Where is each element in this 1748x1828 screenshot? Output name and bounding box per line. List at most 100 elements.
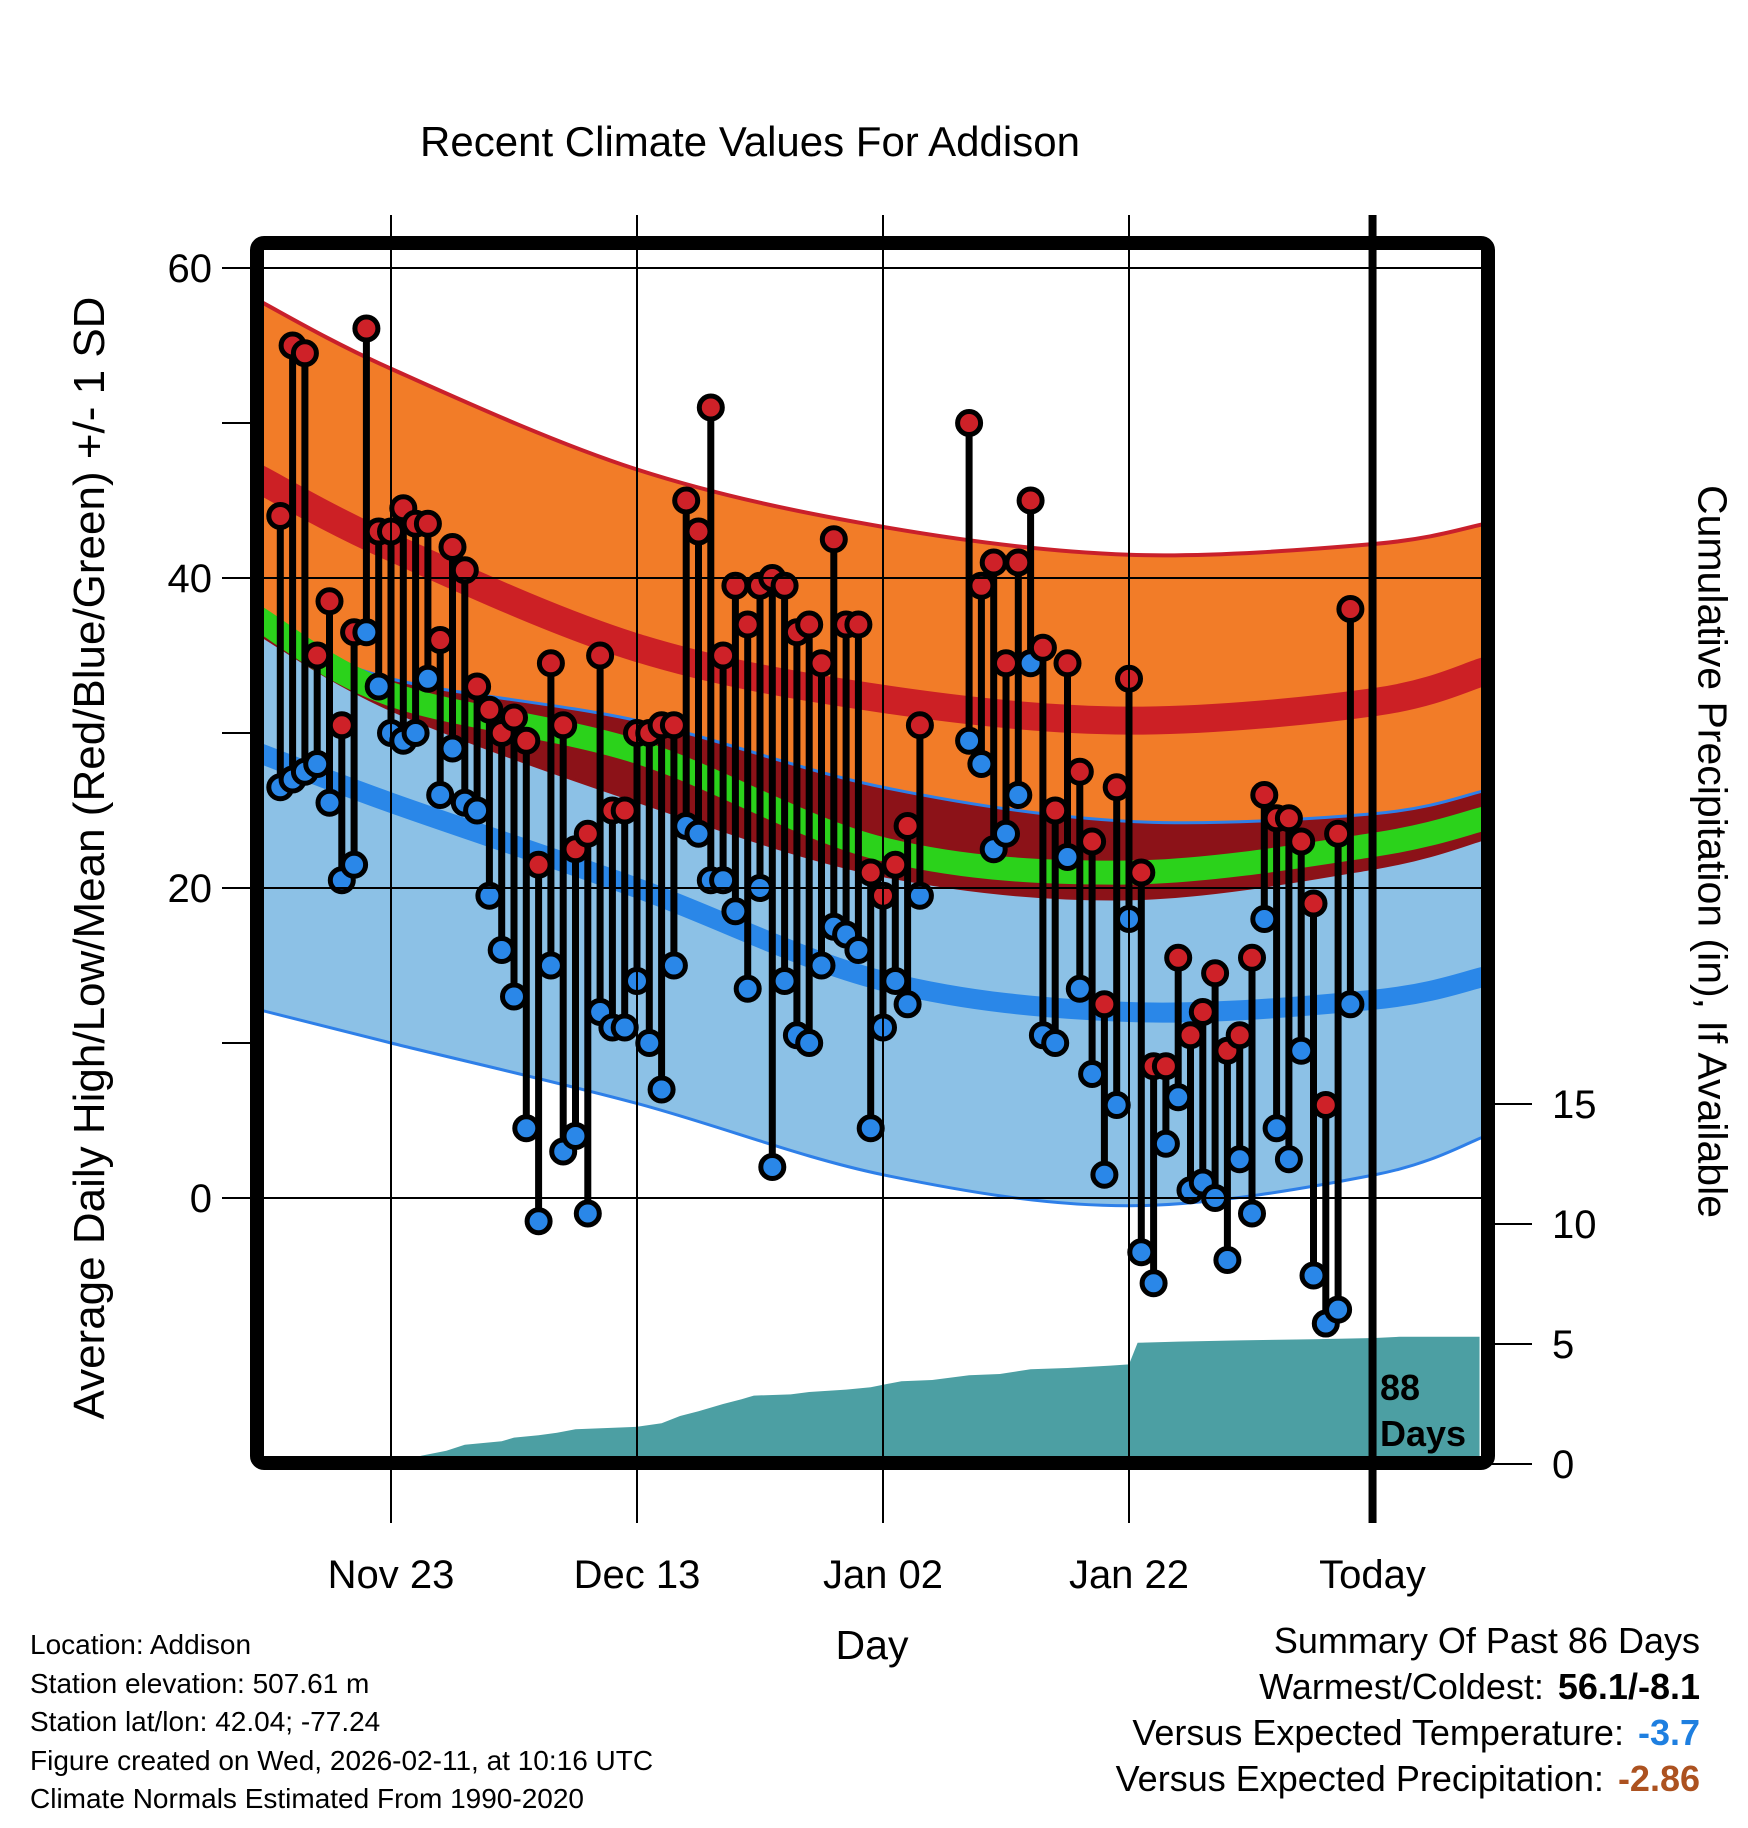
low-marker [364,672,393,701]
high-marker [905,711,934,740]
low-marker [413,664,442,693]
high-marker [290,339,319,368]
high-marker [881,850,910,879]
low-marker [1127,1238,1156,1267]
high-marker [524,850,553,879]
high-marker [1053,649,1082,678]
high-marker [1065,757,1094,786]
low-marker [536,951,565,980]
low-marker [955,726,984,755]
low-marker [487,936,516,964]
high-marker [463,672,492,701]
date-tick-label: Jan 02 [823,1553,943,1597]
high-marker [659,711,688,740]
date-tick-label: Dec 13 [574,1553,701,1597]
temp-tick-label: 40 [168,557,213,601]
high-marker [1225,1021,1254,1050]
high-marker [979,548,1008,577]
low-marker [1041,1029,1070,1057]
high-marker [819,525,848,554]
date-tick-label: Nov 23 [328,1553,455,1597]
climate-normals-note: Climate Normals Estimated From 1990-2020 [30,1783,584,1814]
low-marker [1151,1129,1180,1158]
high-marker [1102,773,1131,802]
high-marker [696,393,725,422]
high-marker [426,626,455,654]
low-marker [1065,974,1094,1003]
low-marker [512,1114,541,1143]
high-marker [1028,633,1057,662]
high-marker [327,711,356,740]
low-marker [992,819,1020,848]
station-info: Location: Addison Station elevation: 507… [30,1626,653,1819]
high-marker [352,314,381,343]
low-marker [635,1029,664,1057]
high-marker [1287,827,1316,856]
low-marker [610,1013,639,1042]
date-tick-label: Today [1319,1553,1426,1597]
figure-created: Figure created on Wed, 2026-02-11, at 10… [30,1744,654,1776]
high-marker [573,819,602,848]
high-marker [1016,486,1045,515]
low-marker [647,1075,676,1104]
high-marker [1324,819,1353,848]
low-marker [1238,1199,1266,1228]
low-marker [1262,1114,1291,1143]
high-marker [512,726,541,755]
high-marker [315,587,344,616]
low-marker [561,1122,590,1150]
low-marker [340,850,369,879]
gridlines [222,215,1532,1523]
precip-tick-label: 10 [1552,1203,1597,1247]
low-marker [1250,905,1279,933]
low-marker [475,881,504,910]
low-marker [401,719,430,747]
high-marker [536,649,565,678]
low-marker [500,982,528,1011]
high-marker [413,509,442,538]
low-marker [856,1114,885,1143]
cumulative-precip-area [420,1336,1480,1456]
high-marker [807,649,836,678]
low-marker [905,881,934,910]
y-axis-right-label: Cumulative Precipitation (in), If Availa… [1689,484,1736,1219]
high-marker [844,610,873,639]
summary-vs-precipitation: Versus Expected Precipitation: -2.86 [1115,1758,1700,1799]
daily-stems [276,328,1354,1324]
high-marker [1041,796,1070,825]
precip-tick-label: 5 [1552,1323,1574,1367]
y-axis-left-label: Average Daily High/Low/Mean (Red/Blue/Gr… [65,296,114,1420]
high-marker [672,486,701,515]
period-annotation: 88 Days [1380,1367,1466,1454]
high-marker [967,571,996,600]
high-marker [1090,990,1119,1019]
high-marker [549,711,578,740]
low-marker [893,990,922,1019]
summary-title: Summary Of Past 86 Days [1273,1620,1700,1661]
summary-warmest-coldest: Warmest/Coldest: 56.1/-8.1 [1259,1666,1700,1707]
high-marker [1274,804,1303,833]
low-marker [573,1199,602,1228]
temp-tick-label: 20 [168,867,213,911]
high-marker [770,571,799,600]
high-marker [303,641,332,670]
vs-precipitation-value: -2.86 [1617,1758,1700,1799]
high-marker [475,695,504,724]
low-marker [1274,1145,1303,1174]
high-marker [1127,858,1156,887]
summary-vs-temperature: Versus Expected Temperature: -3.7 [1132,1712,1700,1753]
high-marker [992,649,1020,678]
high-marker [795,610,824,639]
high-marker [893,812,922,840]
high-marker [1311,1091,1340,1119]
low-marker [1336,990,1365,1019]
plot-border [250,236,1495,1470]
low-marker [315,788,344,817]
temp-tick-label: 0 [190,1177,212,1221]
low-marker [1225,1145,1254,1174]
station-elevation: Station elevation: 507.61 m [30,1667,370,1699]
high-marker [684,517,713,546]
tick-labels: 0 20 40 60 0 5 10 15 Nov 23 Dec 13 Jan 02 Jan 22 Tod… [168,247,1597,1597]
low-marker [844,936,873,964]
